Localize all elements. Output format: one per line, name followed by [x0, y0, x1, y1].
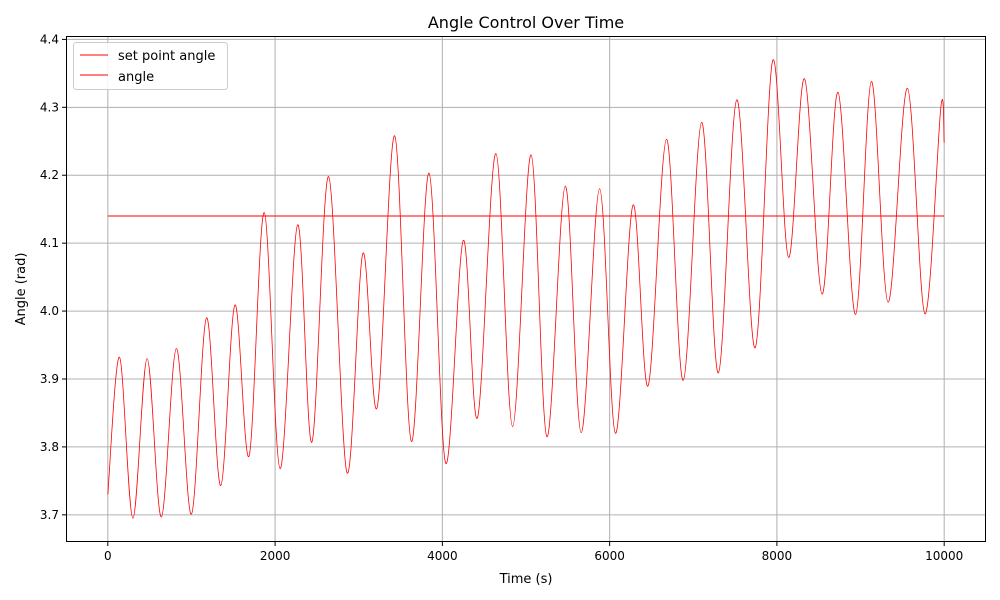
chart-title: Angle Control Over Time [428, 13, 624, 32]
x-tick-label: 0 [104, 549, 112, 563]
x-axis-label: Time (s) [499, 572, 553, 587]
y-tick-label: 4.3 [40, 100, 59, 114]
y-tick-label: 3.9 [40, 372, 59, 386]
legend-label-angle: angle [118, 70, 154, 85]
legend-box [73, 42, 228, 90]
y-tick-label: 3.8 [40, 440, 59, 454]
y-tick-label: 3.7 [40, 508, 59, 522]
y-axis-label: Angle (rad) [14, 253, 29, 326]
x-axis-ticks: 0 2000 4000 6000 8000 10000 [104, 542, 963, 563]
x-tick-label: 10000 [925, 549, 963, 563]
legend: set point angle angle [73, 42, 228, 90]
y-tick-label: 4.4 [40, 32, 59, 46]
grid-lines [66, 36, 986, 542]
x-tick-label: 8000 [762, 549, 793, 563]
y-axis-ticks: 3.7 3.8 3.9 4.0 4.1 4.2 4.3 4.4 [40, 32, 66, 522]
y-tick-label: 4.2 [40, 168, 59, 182]
x-tick-label: 4000 [427, 549, 458, 563]
plot-frame [66, 36, 986, 542]
y-tick-label: 4.0 [40, 304, 59, 318]
x-tick-label: 2000 [260, 549, 291, 563]
x-tick-label: 6000 [594, 549, 625, 563]
plot-area [66, 36, 986, 542]
legend-label-set-point-angle: set point angle [118, 49, 215, 64]
series-line-angle [107, 59, 945, 519]
y-tick-label: 4.1 [40, 236, 59, 250]
data-series [107, 59, 945, 519]
